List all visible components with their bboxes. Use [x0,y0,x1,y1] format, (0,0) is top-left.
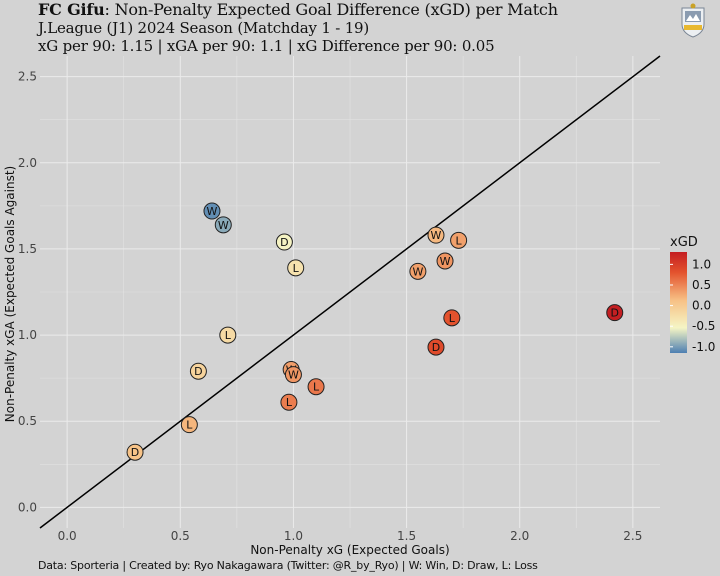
legend-tick-label: -0.5 [692,319,715,333]
match-result-label: W [218,219,229,232]
match-point: L [180,416,198,434]
x-tick-label: 0.5 [171,529,190,543]
equality-diagonal-line [39,55,661,529]
data-source-caption: Data: Sporteria | Created by: Ryo Nakaga… [38,559,538,572]
match-point-marker [219,326,237,344]
y-tick-label: 2.5 [18,70,37,84]
x-tick-label: 2.5 [623,529,642,543]
match-point: W [203,202,221,220]
match-point-marker [126,443,144,461]
match-point-marker [287,259,305,277]
y-axis-ticks: 0.0 0.5 1.0 1.5 2.0 2.5 [18,70,37,515]
match-result-label: D [194,365,202,378]
match-result-label: W [207,205,218,218]
match-result-label: L [293,262,300,275]
match-result-label: W [440,255,451,268]
data-points: DLDLWWDLLWWLWWWLLDD [126,202,624,461]
y-tick-label: 1.0 [18,328,37,342]
legend-title: xGD [670,235,698,250]
legend-colorbar [670,252,687,353]
match-point-marker [189,362,207,380]
match-point: D [427,338,445,356]
match-point: D [275,233,293,251]
match-result-label: L [449,312,456,325]
legend-tick-label: 1.0 [692,257,711,271]
match-result-label: D [611,307,619,320]
match-point-marker [443,309,461,327]
match-result-label: L [456,234,463,247]
match-point: L [219,326,237,344]
y-tick-label: 2.0 [18,156,37,170]
x-tick-label: 2.0 [510,529,529,543]
x-tick-label: 1.5 [397,529,416,543]
match-point: W [284,366,302,384]
match-point: D [606,304,624,322]
match-point-marker [284,366,302,384]
x-axis-ticks: 0.0 0.5 1.0 1.5 2.0 2.5 [58,529,643,543]
team-name: FC Gifu [38,0,105,19]
x-axis-label: Non-Penalty xG (Expected Goals) [250,543,449,557]
match-point: D [189,362,207,380]
match-result-label: L [286,396,293,409]
match-point-marker [427,226,445,244]
x-tick-label: 0.0 [58,529,77,543]
match-point: W [436,252,454,270]
match-point-marker [214,216,232,234]
match-point-marker [275,233,293,251]
match-point-marker [180,416,198,434]
match-result-label: W [431,229,442,242]
match-point-marker [450,231,468,249]
x-tick-label: 1.0 [284,529,303,543]
match-point-marker [307,378,325,396]
y-tick-label: 0.0 [18,500,37,514]
y-tick-label: 0.5 [18,414,37,428]
match-point: L [307,378,325,396]
y-axis-label: Non-Penalty xGA (Expected Goals Against) [3,166,17,422]
match-result-label: L [313,381,320,394]
legend-tick-label: -1.0 [692,340,715,354]
team-crest-icon [681,3,705,38]
chart-subtitle-season: J.League (J1) 2024 Season (Matchday 1 - … [38,19,370,37]
match-point-marker [409,262,427,280]
match-point-marker [606,304,624,322]
match-point-marker [280,393,298,411]
match-point: W [409,262,427,280]
match-point-marker [436,252,454,270]
legend-ticks: 1.0 0.5 0.0 -0.5 -1.0 [670,257,715,354]
match-result-label: D [280,236,288,249]
legend-tick-label: 0.5 [692,278,711,292]
match-result-label: L [186,419,193,432]
match-result-label: L [225,329,232,342]
match-point: W [427,226,445,244]
legend-tick-label: 0.0 [692,299,711,313]
match-result-label: D [432,341,440,354]
match-point-marker [427,338,445,356]
match-result-label: W [412,265,423,278]
match-point: D [126,443,144,461]
match-point: L [450,231,468,249]
match-point: L [287,259,305,277]
color-legend: xGD 1.0 0.5 0.0 -0.5 -1.0 [670,235,715,354]
match-point: L [280,393,298,411]
chart-title: FC Gifu: Non-Penalty Expected Goal Diffe… [38,0,558,19]
match-point: W [214,216,232,234]
match-result-label: W [288,369,299,382]
match-point: L [443,309,461,327]
match-point-marker [203,202,221,220]
match-result-label: D [131,446,139,459]
y-tick-label: 1.5 [18,242,37,256]
title-text: : Non-Penalty Expected Goal Difference (… [104,0,558,19]
chart-subtitle-stats: xG per 90: 1.15 | xGA per 90: 1.1 | xG D… [38,37,495,55]
